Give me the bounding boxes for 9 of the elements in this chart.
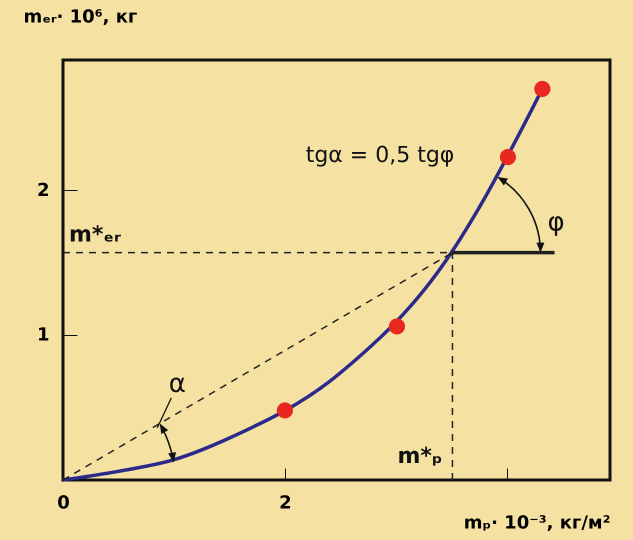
x-axis-title: mₚ· 10⁻³, кг/м²	[464, 512, 610, 534]
y-tick-label: 1	[36, 324, 50, 346]
y-axis-title: mₑᵣ· 10⁶, кг	[24, 6, 138, 28]
annotation: tgα = 0,5 tgφ	[306, 143, 454, 168]
x-tick-label: 0	[57, 492, 70, 514]
annotation: m*ₑᵣ	[69, 222, 121, 248]
annotation: φ	[548, 208, 565, 238]
annotation: α	[168, 368, 186, 399]
annotation: m*ₚ	[397, 444, 442, 469]
